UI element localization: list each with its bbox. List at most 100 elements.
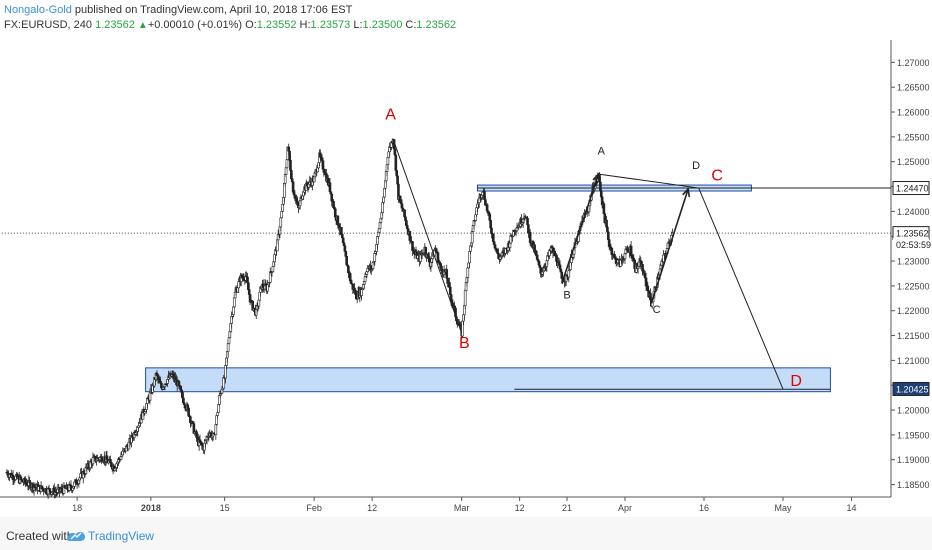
pattern-arrow-2-arrowhead: [682, 187, 691, 198]
candle-body: [279, 217, 283, 228]
candle-body: [343, 245, 347, 252]
price-label-2: 1.23562: [896, 229, 929, 239]
candle-body: [393, 148, 397, 156]
candle-body: [271, 266, 275, 272]
candle-body: [526, 217, 529, 225]
y-tick-label: 1.26000: [897, 108, 930, 118]
candle-body: [440, 265, 443, 270]
demand-zone-1: [145, 367, 831, 393]
y-tick-label: 1.22500: [897, 281, 930, 291]
wave-label-c-3: C: [711, 168, 723, 185]
y-tick-label: 1.20000: [897, 406, 930, 416]
x-tick-label: May: [775, 503, 793, 513]
tradingview-logo-icon: [67, 531, 85, 541]
close-value: 1.23562: [416, 19, 457, 31]
low-label: L:: [353, 19, 363, 31]
wave-label-a-1: A: [385, 106, 396, 123]
publish-info: published on TradingView.com, April 10, …: [71, 4, 353, 16]
candle-body: [216, 412, 219, 416]
price-label-box-3: [893, 238, 929, 252]
x-tick-label: 14: [846, 503, 856, 513]
candle-body: [360, 289, 363, 296]
price-label-3: 02:53:59: [896, 240, 931, 250]
low-value: 1.23500: [362, 19, 403, 31]
ohlc-line: FX:EURUSD, 240 1.23562 ▲+0.00010 (+0.01%…: [4, 18, 904, 33]
tradingview-brand[interactable]: TradingView: [88, 529, 155, 543]
pattern-arrow-2: [650, 188, 689, 304]
author-link[interactable]: Nongalo-Gold: [4, 4, 72, 16]
x-tick-label: 18: [72, 503, 82, 513]
y-tick-label: 1.23000: [897, 257, 930, 267]
price-label-4: 1.20425: [896, 384, 929, 394]
candle-body: [466, 267, 470, 278]
candle-body: [386, 156, 390, 165]
up-arrow-icon: ▲: [137, 20, 148, 31]
chart-header: Nongalo-Gold published on TradingView.co…: [4, 3, 904, 33]
candle-body: [493, 244, 497, 249]
candle-body: [515, 227, 519, 232]
y-tick-label: 1.22000: [897, 306, 930, 316]
price-chart[interactable]: ABCDABCD1.185001.190001.195001.200001.20…: [0, 0, 932, 517]
candle-body: [232, 297, 236, 308]
y-tick-label: 1.26500: [897, 83, 930, 93]
candle-body: [403, 209, 406, 218]
candle-body: [257, 299, 261, 307]
candle-body: [463, 290, 467, 306]
candle-body: [345, 256, 348, 266]
candle-body: [373, 253, 377, 262]
open-value: 1.23552: [256, 19, 297, 31]
y-tick-label: 1.27000: [897, 58, 930, 68]
footer-bar: Created with TradingView: [0, 517, 932, 550]
candle-body: [177, 381, 181, 386]
candle-body: [48, 488, 52, 493]
y-tick-label: 1.19500: [897, 430, 930, 440]
close-label: C:: [405, 19, 417, 31]
last-price: 1.23562: [95, 19, 135, 31]
price-label-box-1: [892, 181, 930, 196]
candle-body: [198, 439, 202, 443]
open-label: O:: [245, 19, 257, 31]
high-label: H:: [299, 19, 311, 31]
price-change: +0.00010 (+0.01%): [147, 19, 243, 31]
wave-label-d-4: D: [790, 373, 802, 390]
candle-body: [280, 211, 283, 219]
x-tick-label: 12: [367, 503, 377, 513]
candles-group: [5, 138, 674, 499]
x-tick-label: 16: [699, 503, 709, 513]
candle-body: [602, 203, 606, 215]
candle-body: [395, 170, 398, 177]
projection-line-1: [392, 139, 463, 334]
candle-body: [485, 204, 489, 212]
y-tick-label: 1.24000: [897, 207, 930, 217]
candle-body: [285, 159, 289, 169]
candle-body: [394, 154, 398, 171]
candle-body: [329, 191, 333, 195]
x-tick-label: 2018: [141, 503, 161, 513]
y-tick-label: 1.21500: [897, 331, 930, 341]
symbol-label: FX:EURUSD, 240: [4, 19, 93, 31]
y-tick-label: 1.18500: [897, 480, 930, 490]
candle-body: [91, 457, 95, 465]
x-tick-label: 21: [562, 503, 572, 513]
y-tick-label: 1.21000: [897, 356, 930, 366]
y-tick-label: 1.25000: [897, 157, 930, 167]
candle-body: [71, 487, 75, 491]
x-tick-label: Mar: [454, 503, 470, 513]
candle-body: [534, 250, 538, 256]
x-tick-label: 15: [220, 503, 230, 513]
candle-body: [40, 485, 44, 490]
publish-line: Nongalo-Gold published on TradingView.co…: [4, 3, 904, 18]
price-label-box-4: [892, 381, 930, 396]
candle-body: [328, 182, 332, 193]
pattern-arrow-1-arrowhead: [592, 172, 601, 183]
price-label-1: 1.24470: [896, 184, 929, 194]
candle-body: [408, 231, 412, 241]
projection-line-2: [598, 173, 784, 390]
candle-body: [495, 248, 499, 253]
pattern-arrow-1: [561, 173, 600, 284]
created-with-label: Created with: [6, 529, 74, 543]
wave-label-c-7: C: [653, 304, 661, 316]
candle-body: [287, 146, 291, 152]
x-tick-label: Apr: [618, 503, 632, 513]
wave-label-b-6: B: [563, 289, 570, 301]
